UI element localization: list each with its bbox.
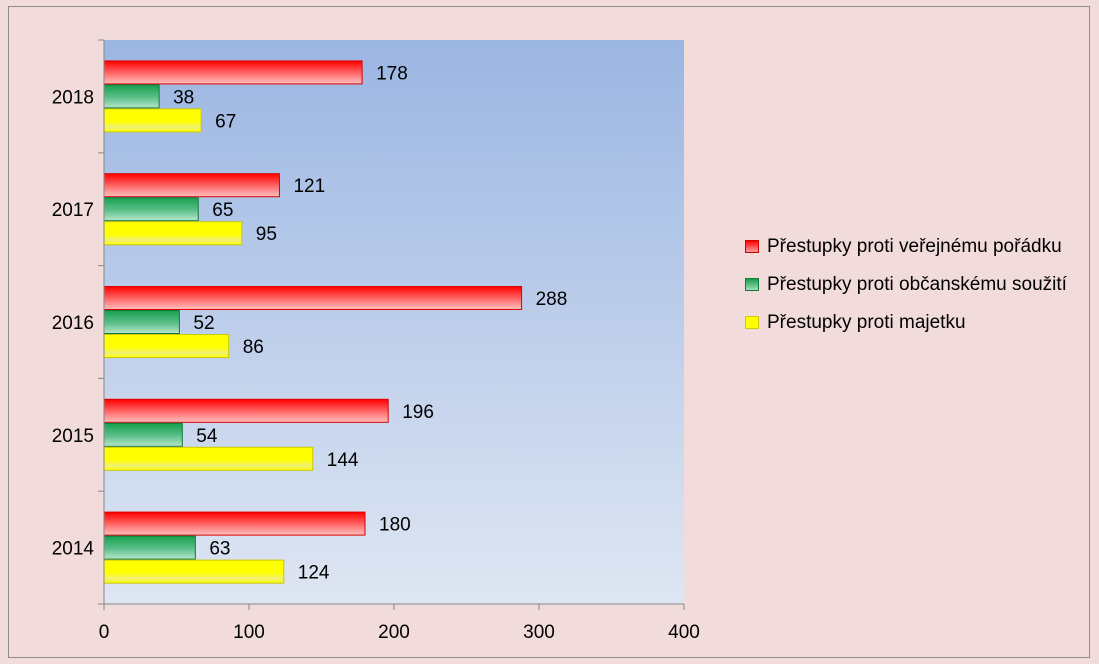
legend-label: Přestupky proti veřejnému pořádku bbox=[767, 236, 1062, 257]
bar-2017-series-0 bbox=[103, 173, 280, 198]
bar-2016-series-1 bbox=[103, 310, 180, 334]
bar-2018-series-0 bbox=[103, 60, 363, 85]
bar-2016-series-0 bbox=[103, 286, 523, 310]
y-tick-label: 2017 bbox=[52, 200, 94, 221]
data-label: 124 bbox=[298, 563, 330, 584]
x-tick-label: 400 bbox=[668, 622, 700, 643]
plot-area bbox=[104, 40, 684, 604]
x-tick-label: 100 bbox=[233, 622, 265, 643]
chart-frame bbox=[8, 6, 1090, 658]
data-label: 63 bbox=[209, 539, 230, 560]
bar-2018-series-2 bbox=[103, 108, 202, 133]
bar-2017-series-1 bbox=[103, 197, 199, 222]
legend-label: Přestupky proti majetku bbox=[767, 312, 966, 333]
legend-item: Přestupky proti veřejnému pořádku bbox=[745, 232, 1090, 261]
data-label: 54 bbox=[196, 426, 218, 447]
data-label: 38 bbox=[173, 87, 194, 108]
legend-item: Přestupky proti občanskému soužití bbox=[745, 270, 1090, 299]
legend-swatch-green bbox=[745, 278, 759, 291]
y-tick-label: 2018 bbox=[52, 87, 94, 108]
x-tick-label: 0 bbox=[99, 622, 110, 643]
bar-2015-series-1 bbox=[103, 422, 183, 447]
data-label: 288 bbox=[536, 289, 568, 310]
bar-2014-series-0 bbox=[103, 511, 366, 536]
legend: Přestupky proti veřejnému pořádku Přestu… bbox=[745, 232, 1090, 346]
y-tick-label: 2015 bbox=[52, 426, 94, 447]
bar-2015-series-0 bbox=[103, 398, 389, 423]
bar-2016-series-2 bbox=[103, 334, 230, 358]
data-label: 65 bbox=[212, 200, 233, 221]
data-label: 144 bbox=[327, 450, 359, 471]
bar-2017-series-2 bbox=[103, 221, 243, 246]
data-label: 178 bbox=[376, 63, 408, 84]
data-label: 67 bbox=[215, 111, 236, 132]
x-tick-label: 300 bbox=[523, 622, 555, 643]
legend-swatch-yellow bbox=[745, 316, 759, 329]
data-label: 86 bbox=[243, 337, 264, 358]
legend-label: Přestupky proti občanskému soužití bbox=[767, 274, 1067, 295]
bar-2018-series-1 bbox=[103, 84, 160, 109]
y-tick-label: 2016 bbox=[52, 313, 94, 334]
data-label: 180 bbox=[379, 515, 411, 536]
bar-2014-series-2 bbox=[103, 559, 285, 584]
bar-2015-series-2 bbox=[103, 446, 314, 471]
data-label: 95 bbox=[256, 224, 277, 245]
y-tick-label: 2014 bbox=[52, 539, 95, 560]
data-label: 52 bbox=[193, 313, 214, 334]
legend-item: Přestupky proti majetku bbox=[745, 308, 1090, 337]
x-tick-label: 200 bbox=[378, 622, 410, 643]
bar-2014-series-1 bbox=[103, 535, 196, 560]
legend-swatch-red bbox=[745, 240, 759, 253]
data-label: 196 bbox=[402, 402, 434, 423]
data-label: 121 bbox=[293, 176, 325, 197]
